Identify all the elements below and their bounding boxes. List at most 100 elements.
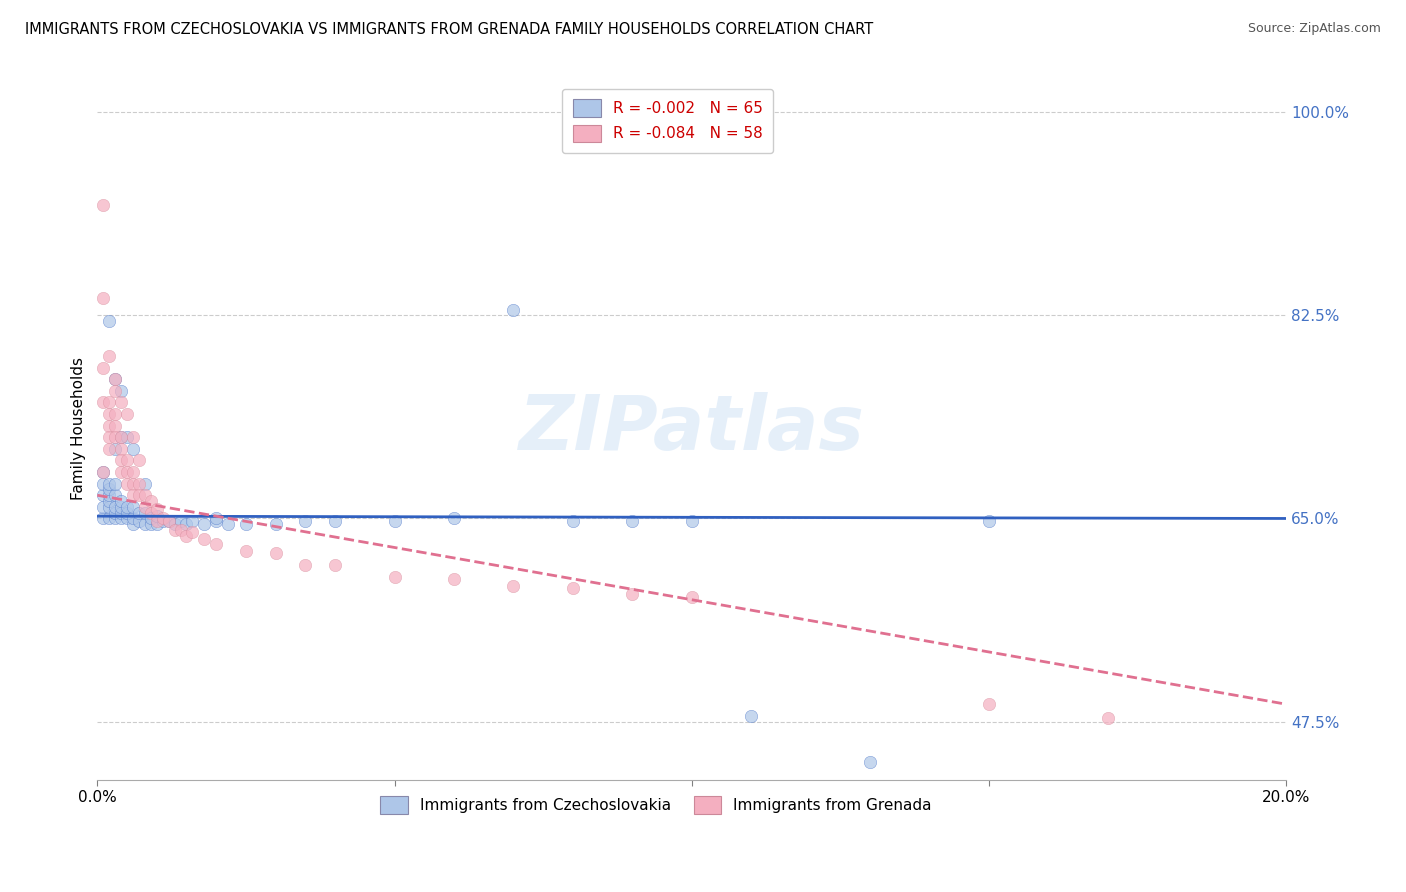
Point [157,514,180,528]
Point [176,517,198,532]
Point [621,514,644,528]
Point [205,511,228,525]
Point [98,349,121,363]
Point [139,517,162,532]
Point [98,442,121,456]
Point [146,517,169,532]
Point [91,500,114,514]
Point [122,476,145,491]
Point [122,442,145,456]
Point [294,514,316,528]
Point [91,395,114,409]
Point [98,430,121,444]
Point [98,418,121,433]
Point [115,430,138,444]
Point [146,502,169,516]
Point [217,517,239,532]
Point [181,514,204,528]
Point [122,465,145,479]
Point [122,488,145,502]
Point [152,514,174,528]
Point [110,395,132,409]
Point [128,506,150,520]
Point [134,506,156,520]
Point [443,572,465,586]
Point [122,517,145,532]
Point [98,314,121,328]
Point [98,500,121,514]
Point [115,500,138,514]
Point [110,494,132,508]
Point [104,418,127,433]
Point [134,488,156,502]
Point [91,488,114,502]
Point [128,476,150,491]
Point [110,465,132,479]
Point [264,546,287,560]
Point [134,500,156,514]
Point [621,587,644,601]
Point [98,407,121,421]
Point [859,755,882,769]
Point [128,453,150,467]
Point [122,500,145,514]
Point [110,511,132,525]
Text: ZIPatlas: ZIPatlas [519,392,865,466]
Point [104,506,127,520]
Point [91,511,114,525]
Point [176,529,198,543]
Point [146,509,169,524]
Point [128,488,150,502]
Point [163,523,186,537]
Point [157,514,180,528]
Point [104,372,127,386]
Point [169,514,191,528]
Point [110,430,132,444]
Text: IMMIGRANTS FROM CZECHOSLOVAKIA VS IMMIGRANTS FROM GRENADA FAMILY HOUSEHOLDS CORR: IMMIGRANTS FROM CZECHOSLOVAKIA VS IMMIGR… [25,22,873,37]
Point [91,476,114,491]
Point [152,511,174,525]
Point [110,384,132,398]
Point [98,511,121,525]
Point [681,591,703,605]
Point [122,511,145,525]
Point [115,476,138,491]
Point [98,494,121,508]
Text: Source: ZipAtlas.com: Source: ZipAtlas.com [1247,22,1381,36]
Point [91,465,114,479]
Point [561,581,583,595]
Point [98,476,121,491]
Point [681,514,703,528]
Point [91,198,114,212]
Point [104,384,127,398]
Point [115,407,138,421]
Point [110,442,132,456]
Point [115,511,138,525]
Point [384,569,406,583]
Point [110,506,132,520]
Y-axis label: Family Households: Family Households [72,357,86,500]
Point [134,476,156,491]
Point [205,514,228,528]
Point [264,517,287,532]
Point [205,537,228,551]
Point [104,511,127,525]
Point [115,465,138,479]
Point [181,525,204,540]
Point [115,453,138,467]
Point [139,494,162,508]
Point [384,514,406,528]
Point [163,517,186,532]
Point [104,488,127,502]
Point [977,514,1000,528]
Point [91,360,114,375]
Point [98,488,121,502]
Point [122,430,145,444]
Point [323,514,346,528]
Point [235,544,257,558]
Point [323,558,346,572]
Point [128,514,150,528]
Point [502,302,524,317]
Point [115,506,138,520]
Point [146,514,169,528]
